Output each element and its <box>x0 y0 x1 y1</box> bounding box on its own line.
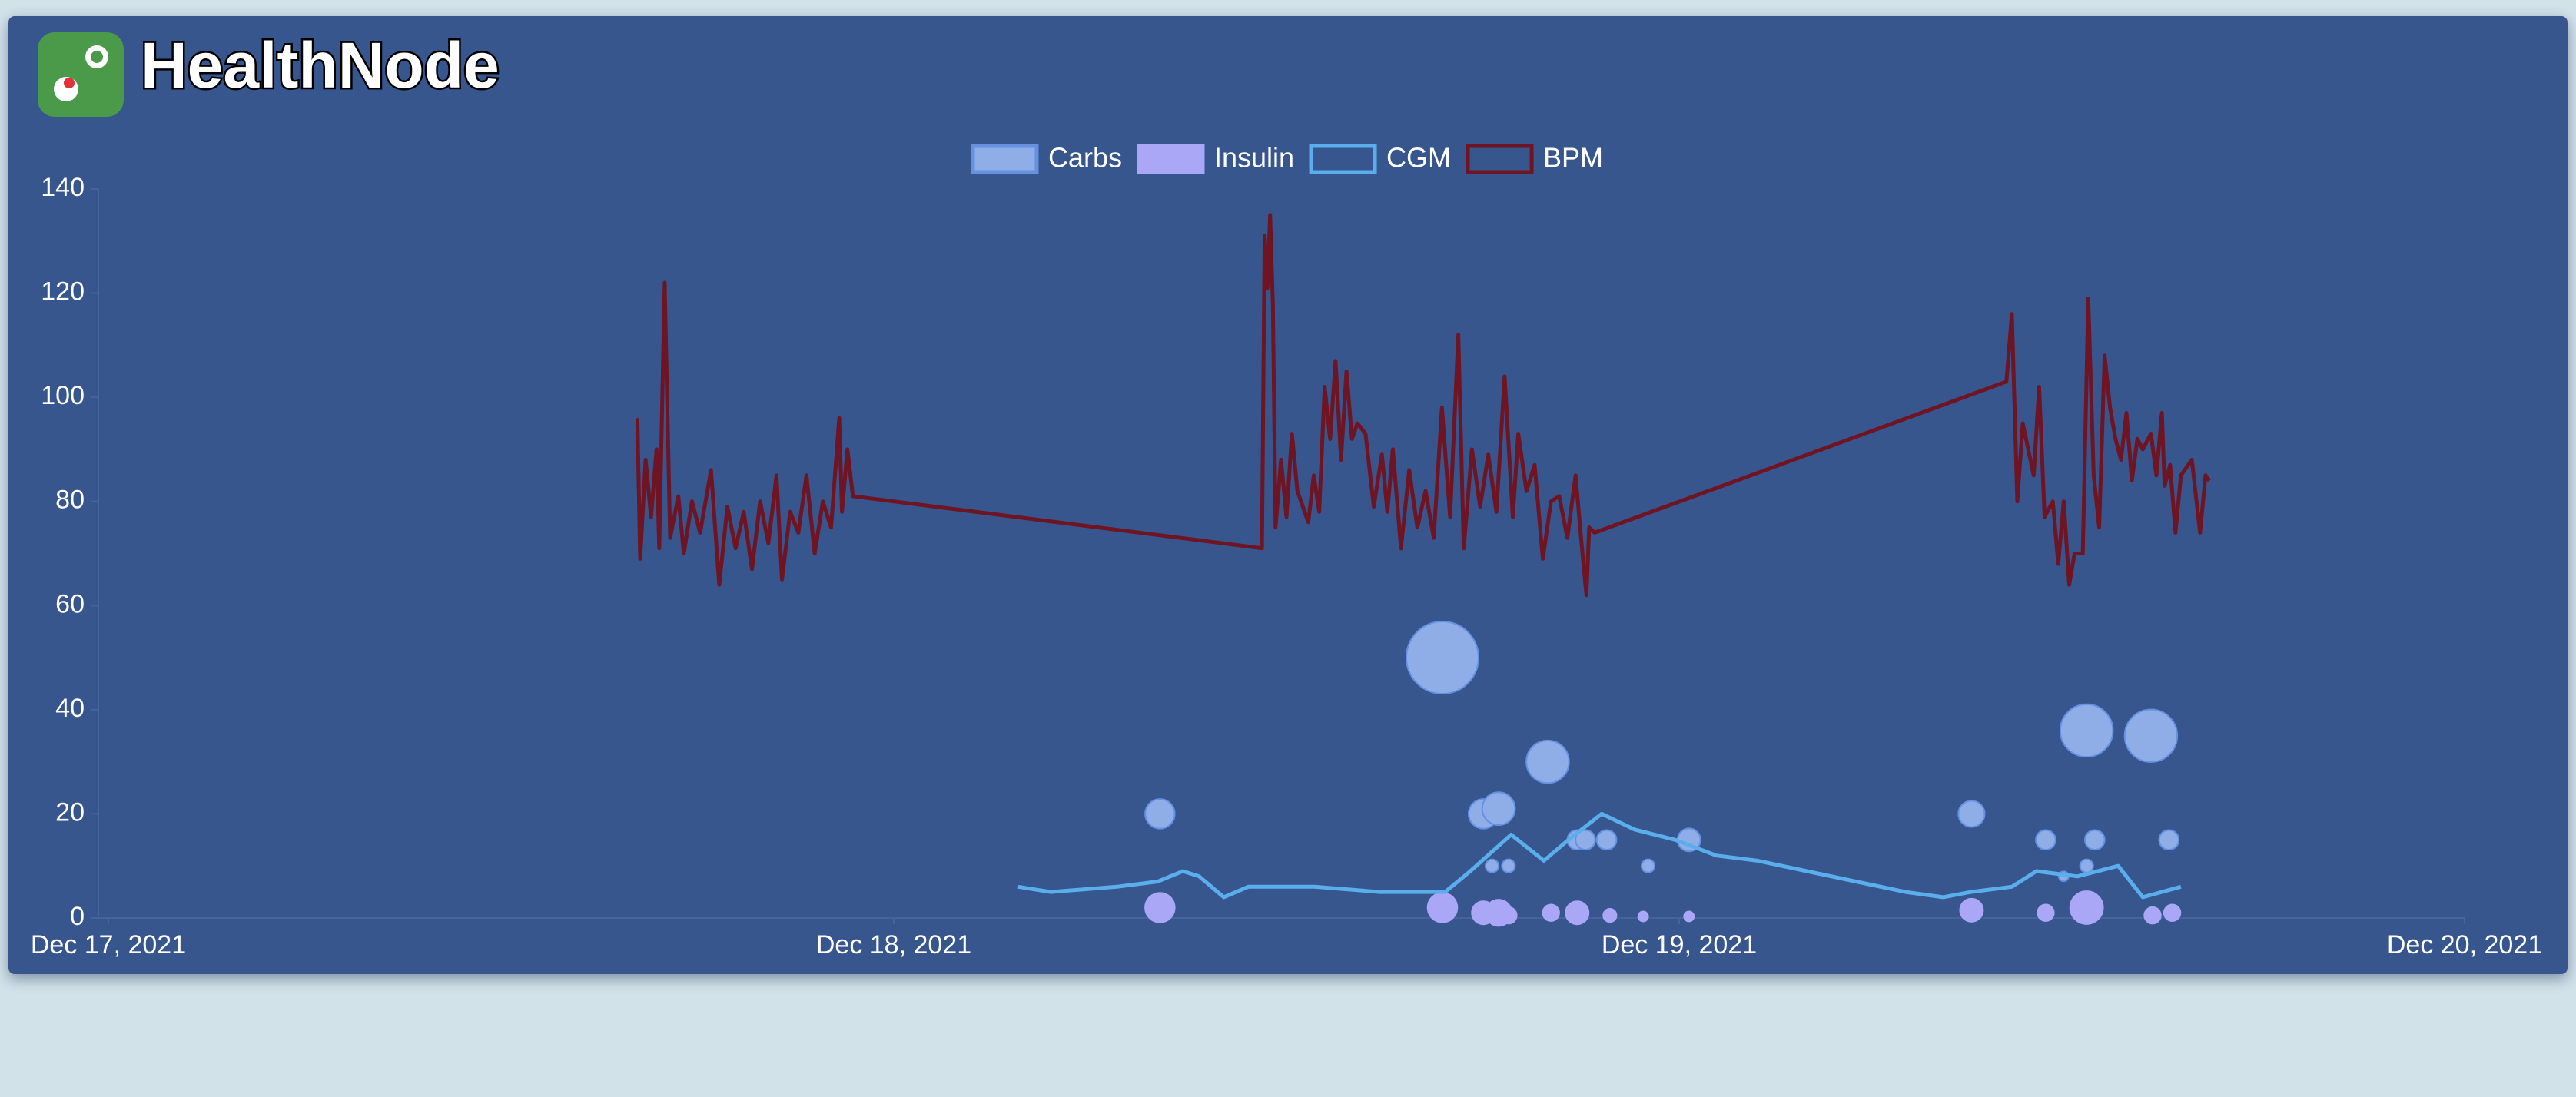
legend-label: CGM <box>1386 142 1451 174</box>
bubble <box>2079 858 2094 873</box>
bubble <box>2158 829 2180 851</box>
bubble <box>2037 903 2055 922</box>
legend-label: Carbs <box>1048 142 1122 174</box>
x-tick-label: Dec 17, 2021 <box>31 930 186 959</box>
bubble <box>1144 892 1176 923</box>
legend-swatch <box>1137 144 1205 174</box>
y-tick-label: 0 <box>70 902 85 931</box>
bubble <box>2163 903 2182 922</box>
y-tick-label: 20 <box>55 797 85 827</box>
bubble <box>1575 829 1596 851</box>
bubble <box>1602 908 1618 923</box>
bubble <box>1426 892 1459 923</box>
bubble <box>1405 621 1480 695</box>
x-tick-label: Dec 20, 2021 <box>2387 930 2542 959</box>
bubble <box>1637 910 1649 923</box>
bubble <box>1595 829 1618 851</box>
x-tick-label: Dec 18, 2021 <box>816 930 971 959</box>
bubble <box>2083 829 2106 851</box>
bubble <box>1481 791 1516 827</box>
bubble <box>2059 703 2114 758</box>
legend-swatch <box>1466 144 1534 174</box>
line-series <box>635 213 2211 598</box>
app-title: HealthNode <box>141 29 500 101</box>
bubble <box>2069 890 2104 925</box>
bubble <box>2035 829 2056 851</box>
y-tick-label: 140 <box>41 173 85 202</box>
x-tick-label: Dec 19, 2021 <box>1602 930 1757 959</box>
y-tick-label: 100 <box>41 381 85 410</box>
y-tick-label: 120 <box>41 277 85 307</box>
bubble <box>2143 906 2162 925</box>
bubble <box>1525 739 1570 784</box>
bubble <box>1542 903 1560 922</box>
bubble <box>1959 897 1984 923</box>
line-series <box>1017 811 2182 900</box>
bubble <box>1485 858 1500 873</box>
y-tick-label: 80 <box>55 486 85 515</box>
legend-label: BPM <box>1543 142 1603 174</box>
legend-label: Insulin <box>1214 142 1294 174</box>
bubble <box>1144 798 1176 830</box>
bubble <box>1501 858 1516 873</box>
logo <box>38 32 124 117</box>
bubble <box>1683 910 1695 923</box>
bubble <box>1565 900 1590 926</box>
bubble <box>1499 906 1518 925</box>
bubble <box>2123 708 2179 763</box>
bubble <box>1640 858 1656 873</box>
legend-swatch <box>1309 144 1377 174</box>
bubble <box>1957 800 1986 828</box>
y-tick-label: 40 <box>55 694 85 723</box>
legend-swatch <box>971 144 1039 174</box>
y-tick-label: 60 <box>55 589 85 618</box>
